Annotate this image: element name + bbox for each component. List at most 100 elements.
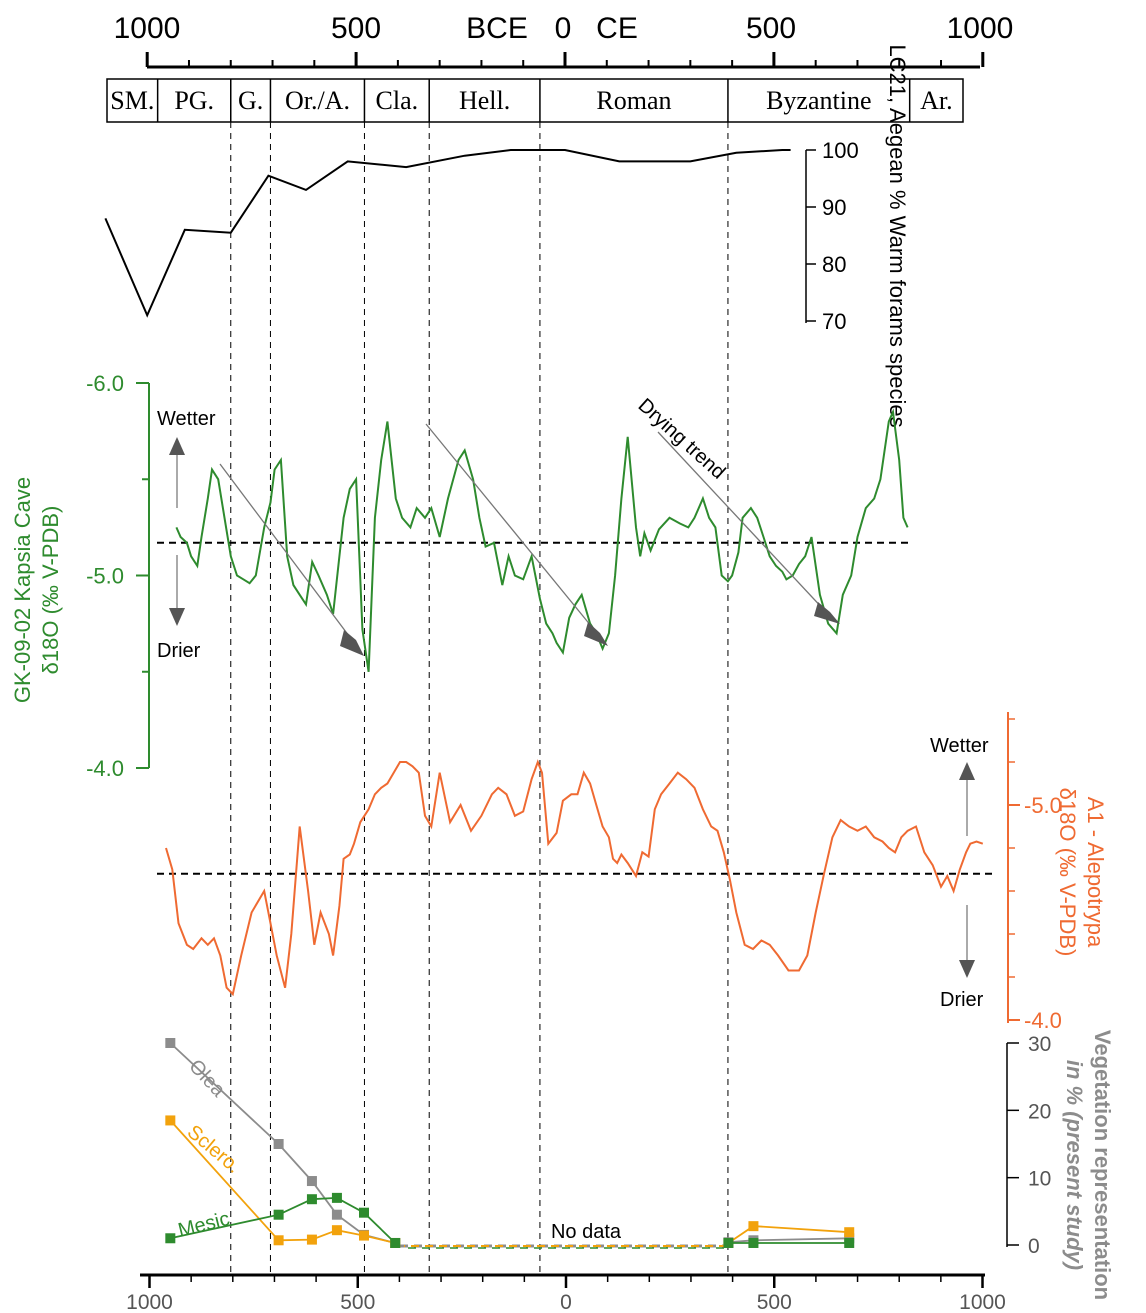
kapsia-tick-label: -4.0 (86, 756, 124, 781)
lc21-panel: 100 90 80 70 LC21, Aegean % Warm forams spe… (104, 44, 910, 428)
sclero-point (844, 1227, 855, 1238)
lc21-tick-label: 70 (822, 309, 846, 334)
alepotrypa-series-line (165, 759, 984, 997)
vegetation-panel: 1000 500 0 500 1000 30 20 10 0 Vegetation repre… (126, 1030, 1115, 1313)
mesic-point (844, 1237, 855, 1248)
mesic-point (306, 1194, 317, 1205)
alepotrypa-tick-label: -4.0 (1024, 1008, 1062, 1033)
kapsia-wetter-arrow (169, 437, 185, 508)
sclero-point (331, 1225, 342, 1236)
period-label-4: Cla. (376, 86, 419, 115)
drying-trend-label: Drying trend (634, 394, 730, 483)
kapsia-series-line (175, 408, 909, 672)
period-table-frame (106, 78, 964, 123)
period-boundary-lines (230, 122, 729, 1275)
alepotrypa-tick-label: -5.0 (1024, 793, 1062, 818)
lc21-y-ticks: 100 90 80 70 (806, 138, 859, 334)
period-table: SM. PG. G. Or./A. Cla. Hell. Roman Byzantine Ar. (106, 78, 964, 123)
alepotrypa-drier-label: Drier (940, 989, 984, 1011)
top-time-axis: 1000 500 BCE 0 CE 500 1000 (114, 12, 1014, 69)
sclero-point (358, 1230, 369, 1241)
vegetation-tick-label: 1000 (959, 1291, 1006, 1313)
period-label-7: Byzantine (766, 86, 871, 115)
vegetation-y-label: Vegetation representation in % (present … (1062, 1030, 1115, 1300)
alepotrypa-wetter-label: Wetter (930, 735, 989, 757)
vegetation-tick-label: 500 (340, 1291, 375, 1313)
alepotrypa-y-ticks: -5.0 -4.0 (1008, 718, 1062, 1033)
mesic-point (165, 1233, 176, 1244)
kapsia-drier-arrow (169, 555, 185, 626)
top-label-ce: CE (596, 12, 638, 45)
vegetation-x-ticks: 1000 500 0 500 1000 (126, 1275, 1006, 1313)
mesic-point (748, 1237, 759, 1248)
top-label-bce: BCE (466, 12, 528, 45)
kapsia-tick-label: -6.0 (86, 371, 124, 396)
sclero-point (165, 1115, 176, 1126)
top-tick-label-0: 0 (555, 12, 572, 45)
top-tick-label-1000ce: 1000 (947, 12, 1014, 45)
drying-trend-arrow-1 (219, 463, 364, 656)
mesic-point (358, 1207, 369, 1218)
period-label-3: Or./A. (285, 86, 350, 115)
mesic-point (390, 1237, 401, 1248)
period-label-0: SM. (110, 86, 154, 115)
alepotrypa-y-label-line1: A1 - Alepotrypa (1083, 797, 1108, 948)
kapsia-drier-label: Drier (157, 640, 201, 662)
olea-point (165, 1038, 176, 1048)
lc21-y-label: LC21, Aegean % Warm forams species (885, 44, 910, 427)
period-label-5: Hell. (459, 86, 510, 115)
kapsia-y-label-line2: δ18O (‰ V-PDB) (38, 506, 63, 675)
vegetation-y-label-line2: in % (present study) (1062, 1060, 1087, 1270)
period-label-6: Roman (596, 86, 671, 115)
vegetation-y-label-line1: Vegetation representation (1090, 1030, 1115, 1300)
lc21-tick-label: 100 (822, 138, 859, 163)
mesic-point (723, 1237, 734, 1248)
olea-point (306, 1176, 317, 1187)
lc21-series-line (104, 149, 791, 318)
kapsia-wetter-label: Wetter (157, 408, 216, 430)
mesic-line-early (170, 1196, 396, 1244)
kapsia-y-label-line1: GK-09-02 Kapsia Cave (10, 477, 35, 703)
period-label-8: Ar. (920, 86, 953, 115)
period-label-1: PG. (174, 86, 214, 115)
sclero-line-early (169, 1119, 396, 1244)
alepotrypa-y-label-line2: δ18O (‰ V-PDB) (1055, 788, 1080, 957)
vegetation-y-tick-label: 20 (1028, 1100, 1051, 1123)
top-tick-label-1000bce: 1000 (114, 12, 181, 45)
top-tick-label-500bce: 500 (331, 12, 381, 45)
vegetation-y-ticks: 30 20 10 0 (1007, 1033, 1051, 1258)
sclero-point (748, 1221, 759, 1232)
period-label-2: G. (238, 86, 263, 115)
mesic-point (331, 1192, 342, 1203)
vegetation-y-tick-label: 10 (1028, 1168, 1051, 1191)
lc21-tick-label: 90 (822, 195, 846, 220)
kapsia-y-ticks: -6.0 -5.0 -4.0 (86, 371, 149, 781)
alepotrypa-drier-arrow (959, 905, 975, 978)
vegetation-y-tick-label: 30 (1028, 1033, 1051, 1056)
olea-line-late (728, 1237, 850, 1244)
kapsia-y-label: GK-09-02 Kapsia Cave δ18O (‰ V-PDB) (10, 477, 63, 703)
sclero-point (273, 1235, 284, 1246)
mesic-label: Mesic (176, 1208, 232, 1242)
olea-point (273, 1139, 284, 1149)
vegetation-series (165, 1038, 855, 1248)
no-data-label: No data (551, 1221, 622, 1243)
drying-trend-arrow-3 (657, 431, 840, 624)
top-axis-ticks (145, 52, 985, 67)
kapsia-panel: -6.0 -5.0 -4.0 GK-09-02 Kapsia Cave δ18O (… (10, 371, 909, 781)
vegetation-y-tick-label: 0 (1028, 1235, 1040, 1258)
mesic-point (273, 1209, 284, 1220)
sclero-point (306, 1234, 317, 1245)
alepotrypa-y-label: A1 - Alepotrypa δ18O (‰ V-PDB) (1055, 788, 1108, 957)
alepotrypa-panel: -5.0-4.0 A1 - Alepotrypa δ18O (‰ V-PDB) … (157, 712, 1108, 1033)
kapsia-tick-label: -5.0 (86, 564, 124, 589)
vegetation-tick-label: 1000 (126, 1291, 173, 1313)
lc21-tick-label: 80 (822, 252, 846, 277)
olea-point (331, 1209, 342, 1220)
drying-trend-arrow-2 (425, 423, 608, 646)
top-tick-label-500ce: 500 (746, 12, 796, 45)
alepotrypa-wetter-arrow (959, 762, 975, 836)
vegetation-tick-label: 0 (560, 1291, 572, 1313)
vegetation-tick-label: 500 (757, 1291, 792, 1313)
